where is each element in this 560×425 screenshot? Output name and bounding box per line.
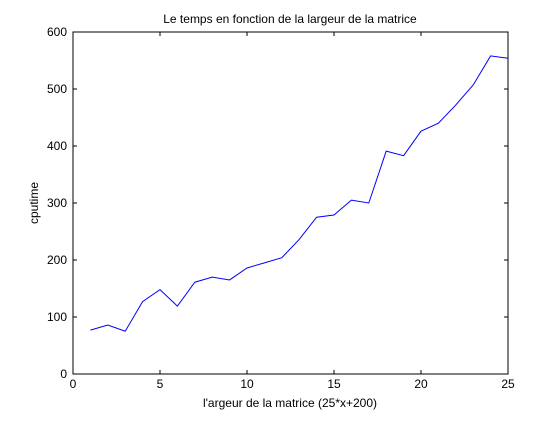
x-axis-label: l'argeur de la matrice (25*x+200) xyxy=(203,396,377,410)
chart-title: Le temps en fonction de la largeur de la… xyxy=(163,12,417,26)
y-tick-label: 500 xyxy=(47,82,67,96)
y-tick-label: 0 xyxy=(60,367,67,381)
x-tick-label: 15 xyxy=(327,377,341,391)
x-tick-label: 5 xyxy=(157,377,164,391)
y-tick-label: 400 xyxy=(47,139,67,153)
y-tick-label: 300 xyxy=(47,196,67,210)
y-tick-label: 100 xyxy=(47,310,67,324)
y-tick-label: 600 xyxy=(47,25,67,39)
x-tick-label: 10 xyxy=(240,377,254,391)
plot-area xyxy=(73,32,508,374)
x-tick-label: 25 xyxy=(501,377,515,391)
y-tick-label: 200 xyxy=(47,253,67,267)
x-tick-label: 0 xyxy=(70,377,77,391)
y-axis-label: cputime xyxy=(27,182,41,224)
x-tick-label: 20 xyxy=(414,377,428,391)
